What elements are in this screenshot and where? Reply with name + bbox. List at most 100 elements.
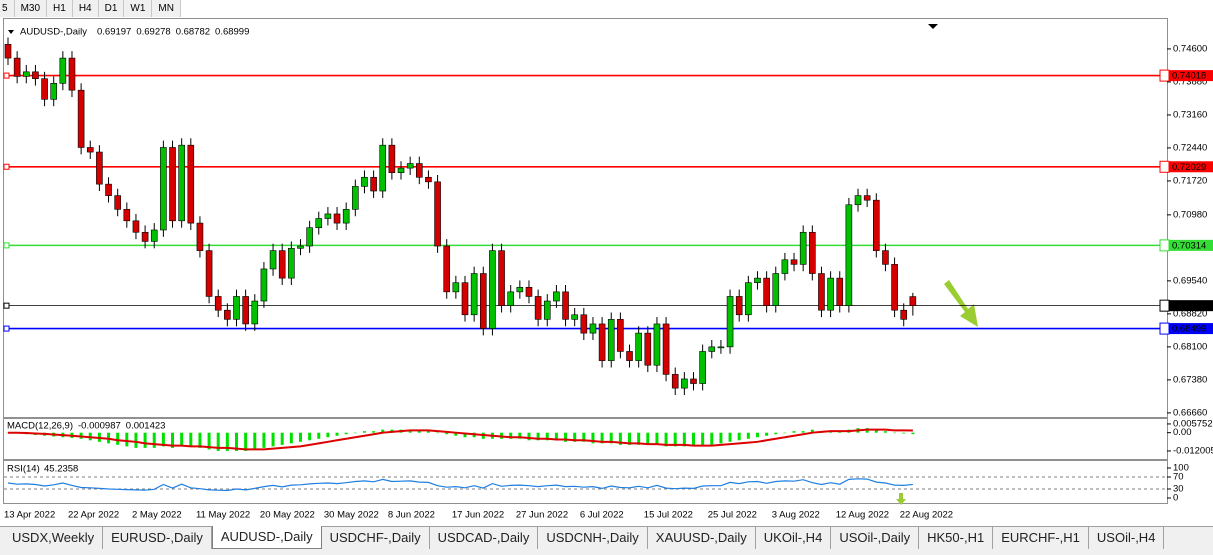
macd-bar — [609, 432, 613, 444]
candle-body — [589, 323, 597, 334]
y-tick-label: 0 — [1173, 493, 1178, 504]
candle-body — [132, 220, 140, 233]
candle-body — [233, 296, 240, 320]
chart-tab[interactable]: XAUUSD-,Daily — [648, 527, 756, 549]
chart-tab[interactable]: USDCHF-,Daily — [322, 527, 430, 549]
y-tick-label: 0.73160 — [1173, 109, 1207, 120]
candle-body — [415, 163, 423, 178]
level-label-box — [1159, 69, 1170, 82]
macd-bar — [728, 432, 732, 442]
indicator-title: MACD(12,26,9) — [7, 421, 73, 432]
macd-bar — [591, 432, 595, 444]
indicator-value: -0.000987 — [78, 421, 121, 432]
macd-bar — [125, 432, 129, 447]
candle-body — [306, 227, 313, 247]
level-label: 0.70314 — [1172, 240, 1206, 251]
chart-tab[interactable]: USDX,Weekly — [4, 527, 104, 549]
macd-bar — [664, 432, 668, 447]
candle-body — [32, 71, 39, 80]
level-label: 0.74018 — [1172, 71, 1206, 82]
candle-body — [77, 89, 85, 148]
candle-body — [324, 213, 332, 219]
quote-value: 0.68782 — [176, 27, 210, 38]
x-tick-label: 15 Jul 2022 — [644, 510, 693, 521]
macd-bar — [253, 432, 257, 450]
level-label-box — [1159, 299, 1170, 312]
y-tick-label: 0.69540 — [1173, 275, 1207, 286]
level-label: 0.68999 — [1172, 301, 1206, 312]
macd-bar — [353, 432, 357, 434]
candle-body — [169, 147, 176, 222]
timeframe-button[interactable]: W1 — [124, 0, 153, 17]
candle-body — [790, 259, 798, 265]
candle-body — [671, 374, 679, 389]
chart-tab[interactable]: HK50-,H1 — [919, 527, 994, 549]
timeframe-button[interactable]: 5 — [0, 0, 15, 17]
macd-bar — [911, 432, 915, 435]
candle-body — [882, 250, 889, 265]
y-tick-label: 0.74600 — [1173, 43, 1207, 54]
macd-bar — [902, 432, 906, 434]
indicator-value: 45.2358 — [44, 464, 78, 475]
timeframe-button[interactable]: M30 — [15, 0, 48, 17]
macd-bar — [554, 432, 558, 441]
x-tick-label: 6 Jul 2022 — [580, 510, 624, 521]
chart-tab[interactable]: USDCNH-,Daily — [538, 527, 648, 549]
annotation-arrow — [944, 280, 978, 327]
menu-marker — [8, 30, 14, 34]
candle-body — [543, 300, 551, 320]
candle-body — [479, 273, 487, 329]
chart-tab[interactable]: EURCHF-,H1 — [993, 527, 1089, 549]
candle-body — [553, 291, 560, 302]
x-tick-label: 3 Aug 2022 — [772, 510, 820, 521]
x-tick-label: 11 May 2022 — [196, 510, 250, 521]
y-tick-label: 0.67380 — [1173, 374, 1207, 385]
chart-tab[interactable]: USOil-,Daily — [831, 527, 920, 549]
candle-body — [370, 176, 377, 192]
macd-signal — [8, 428, 913, 451]
candle-body — [900, 309, 908, 320]
timeframe-button[interactable]: MN — [152, 0, 181, 17]
y-tick-label: 0.68100 — [1173, 341, 1207, 352]
candle-body — [361, 176, 368, 187]
chart-tab[interactable]: USOil-,H4 — [1089, 527, 1165, 549]
chart-tab[interactable]: USDCAD-,Daily — [430, 527, 539, 549]
candle-body — [50, 82, 58, 100]
candle-body — [845, 204, 853, 306]
level-anchor — [3, 302, 10, 309]
level-label-bg — [1169, 70, 1213, 82]
level-label-bg — [1169, 323, 1213, 335]
chart-tab[interactable]: EURUSD-,Daily — [103, 527, 212, 549]
macd-bar — [344, 432, 348, 435]
chart-tab[interactable]: AUDUSD-,Daily — [211, 526, 322, 549]
y-tick-label: 0.71720 — [1173, 175, 1207, 186]
y-tick-label: 0.00 — [1173, 427, 1192, 438]
candle-body — [150, 229, 158, 242]
macd-bar — [893, 432, 897, 434]
timeframe-button[interactable]: D1 — [99, 0, 125, 17]
indicator-value: 0.001423 — [126, 421, 166, 432]
timeframe-button[interactable]: H4 — [73, 0, 99, 17]
chart-title: AUDUSD-,Daily — [20, 27, 87, 38]
quote-value: 0.69278 — [136, 27, 170, 38]
y-tick-label: 0.68820 — [1173, 308, 1207, 319]
candle-body — [534, 296, 542, 320]
y-tick-label: 0.73880 — [1173, 76, 1207, 87]
candle-body — [735, 296, 743, 316]
candle-body — [653, 323, 661, 366]
macd-bar — [801, 431, 805, 433]
macd-bar — [143, 432, 147, 448]
candle-body — [745, 282, 752, 316]
candle-body — [214, 296, 222, 311]
candle-body — [96, 151, 103, 185]
candle-body — [809, 231, 816, 274]
candle-body — [425, 176, 432, 183]
candle-body — [59, 57, 67, 84]
macd-bar — [701, 432, 705, 445]
level-label-box — [1159, 160, 1170, 173]
timeframe-button[interactable]: H1 — [47, 0, 73, 17]
macd-bar — [746, 432, 750, 439]
chart-tab[interactable]: UKOil-,H4 — [756, 527, 832, 549]
macd-bar — [737, 432, 741, 441]
candle-body — [4, 44, 12, 59]
